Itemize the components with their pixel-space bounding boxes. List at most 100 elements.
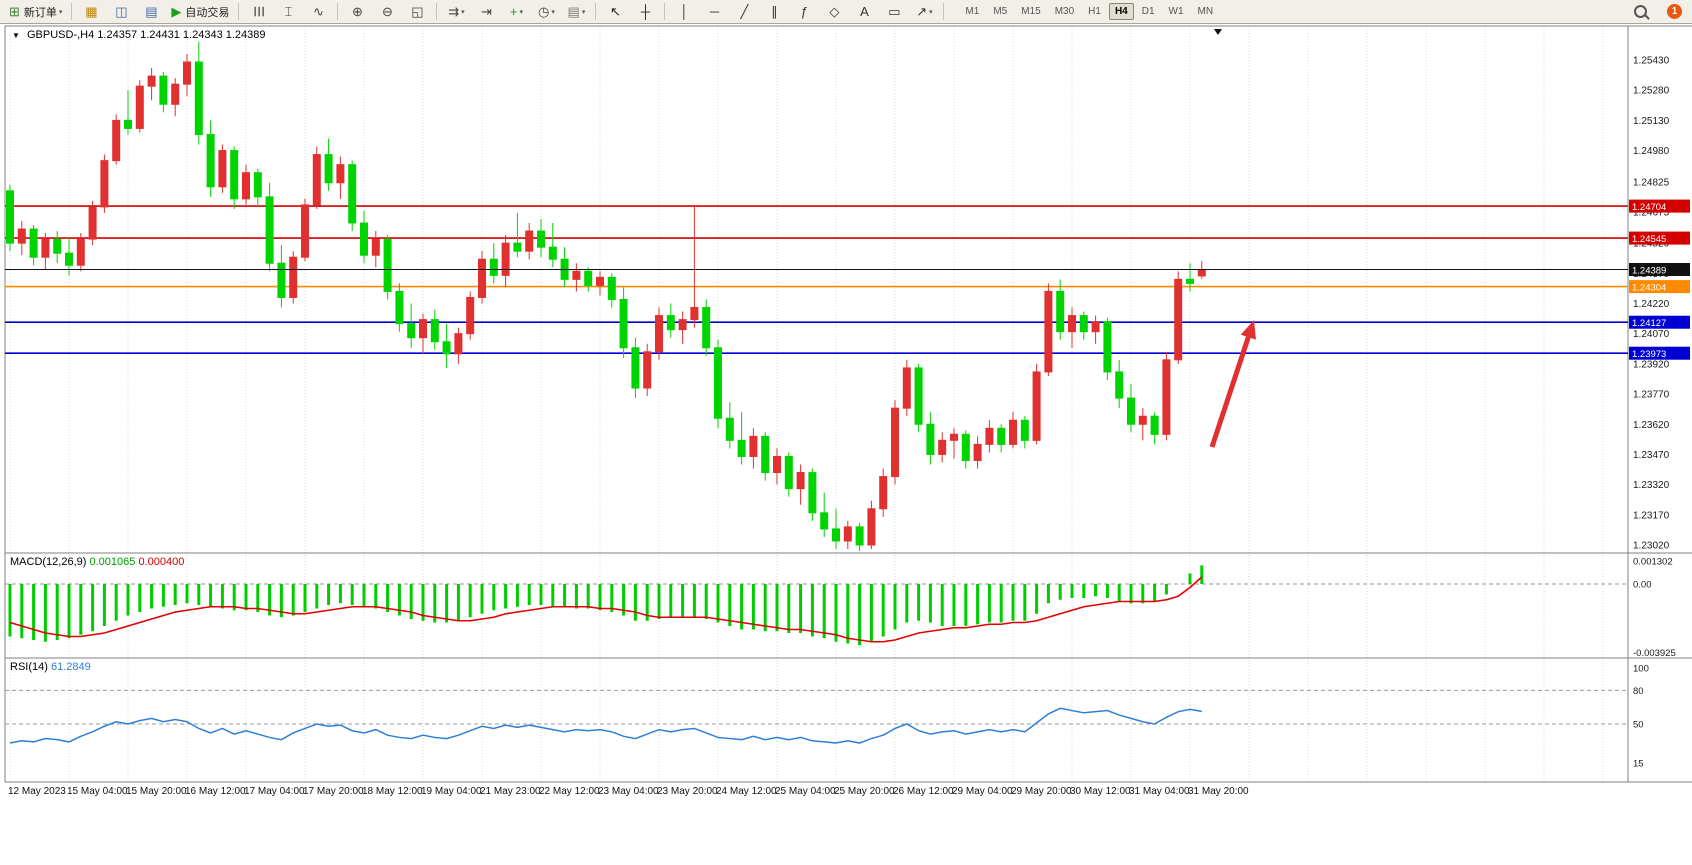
profiles-icon[interactable]: ◫ bbox=[107, 1, 135, 23]
crosshair-icon[interactable]: ┼ bbox=[631, 1, 659, 23]
tile-windows-icon[interactable]: ◱ bbox=[403, 1, 431, 23]
time-axis-label: 23 May 04:00 bbox=[598, 786, 659, 797]
fibonacci-icon: ƒ bbox=[800, 4, 809, 19]
toolbar-separator bbox=[943, 3, 945, 20]
auto-scroll-icon[interactable]: ⇉ ▾ bbox=[442, 1, 470, 23]
time-axis-label: 17 May 20:00 bbox=[303, 786, 364, 797]
zoom-out-icon[interactable]: ⊖ bbox=[373, 1, 401, 23]
timeframe-m15[interactable]: M15 bbox=[1021, 6, 1041, 17]
candle bbox=[891, 400, 899, 485]
time-axis-label: 25 May 04:00 bbox=[775, 786, 836, 797]
zoom-in-icon[interactable]: ⊕ bbox=[343, 1, 371, 23]
candlestick-chart-icon[interactable]: ⌶ bbox=[274, 1, 302, 23]
price-axis-label: 1.23920 bbox=[1633, 359, 1670, 370]
candle bbox=[41, 233, 50, 270]
time-axis-label: 25 May 20:00 bbox=[834, 786, 895, 797]
trendline-icon[interactable]: ╱ bbox=[730, 1, 758, 23]
candle bbox=[454, 327, 463, 364]
candle bbox=[1009, 412, 1017, 449]
candle bbox=[997, 424, 1006, 453]
timeframe-mn[interactable]: MN bbox=[1197, 6, 1214, 17]
candle bbox=[725, 402, 734, 449]
candle bbox=[773, 448, 781, 485]
candle bbox=[950, 428, 958, 459]
text-icon[interactable]: A bbox=[850, 1, 878, 23]
price-axis-label: 1.24825 bbox=[1633, 177, 1670, 188]
candle bbox=[466, 291, 475, 340]
macd-main-value: 0.001065 bbox=[89, 556, 136, 568]
periods-icon[interactable]: ◷ ▾ bbox=[532, 1, 560, 23]
indicators-icon[interactable]: + ▾ bbox=[502, 1, 530, 23]
time-axis-label: 17 May 04:00 bbox=[244, 786, 305, 797]
candle bbox=[265, 182, 274, 272]
candle bbox=[336, 156, 345, 199]
timeframe-m5[interactable]: M5 bbox=[993, 6, 1008, 17]
candle bbox=[147, 68, 156, 101]
time-axis-label: 26 May 12:00 bbox=[893, 786, 954, 797]
shapes-icon[interactable]: ◇ bbox=[820, 1, 848, 23]
price-badge: 1.24545 bbox=[1629, 231, 1690, 245]
candle bbox=[1103, 317, 1112, 380]
rsi-panel: 100 80 50 15 bbox=[5, 664, 1649, 770]
price-axis-label: 1.23620 bbox=[1633, 420, 1670, 431]
channel-icon[interactable]: ∥ bbox=[760, 1, 788, 23]
price-axis-label: 1.24220 bbox=[1633, 299, 1670, 310]
market-watch-icon[interactable]: ▦ bbox=[77, 1, 105, 23]
timeframe-h1[interactable]: H1 bbox=[1088, 6, 1101, 17]
macd-title: MACD(12,26,9) bbox=[10, 556, 87, 568]
timeframe-d1[interactable]: D1 bbox=[1141, 6, 1155, 17]
chart-shift-icon[interactable]: ⇥ bbox=[472, 1, 500, 23]
fibonacci-icon[interactable]: ƒ bbox=[790, 1, 818, 23]
trend-arrow-annotation[interactable] bbox=[1209, 320, 1256, 448]
shapes-icon: ◇ bbox=[829, 4, 840, 19]
candle bbox=[395, 283, 404, 332]
templates-icon[interactable]: ▤ ▾ bbox=[562, 1, 590, 23]
text-label-icon[interactable]: ▭ bbox=[880, 1, 908, 23]
timeframe-group: M1 M5 M15 M30 H1 H4 D1 W1 MN bbox=[958, 3, 1220, 20]
search-icon[interactable] bbox=[1626, 1, 1654, 23]
timeframe-h4[interactable]: H4 bbox=[1108, 3, 1134, 20]
candle bbox=[525, 223, 534, 260]
zoom-out-icon: ⊖ bbox=[381, 4, 393, 19]
vertical-line-icon[interactable]: │ bbox=[670, 1, 698, 23]
toolbar-separator bbox=[337, 3, 339, 20]
autotrading-button[interactable]: ▶ 自动交易 bbox=[167, 1, 233, 23]
candle bbox=[301, 198, 309, 262]
candle bbox=[902, 359, 911, 417]
time-axis-label: 31 May 20:00 bbox=[1188, 786, 1249, 797]
candle bbox=[714, 339, 722, 429]
arrows-icon[interactable]: ↗ ▾ bbox=[910, 1, 938, 23]
horizontal-line-icon[interactable]: ─ bbox=[700, 1, 728, 23]
ohlc-values: 1.24357 1.24431 1.24343 1.24389 bbox=[97, 29, 266, 41]
candle bbox=[560, 247, 569, 288]
macd-panel: 0.001302 0.00 -0.003925 bbox=[5, 557, 1676, 659]
candle bbox=[784, 452, 793, 497]
data-window-icon[interactable]: ▤ bbox=[137, 1, 165, 23]
new-order-button[interactable]: ⊞ 新订单 ▾ bbox=[5, 1, 66, 23]
candle bbox=[855, 522, 864, 552]
data-window-icon: ▤ bbox=[145, 4, 158, 19]
svg-text:1.24704: 1.24704 bbox=[1632, 202, 1666, 213]
timeframe-m1[interactable]: M1 bbox=[965, 6, 980, 17]
svg-text:1.23973: 1.23973 bbox=[1632, 349, 1666, 360]
new-order-button: ⊞ bbox=[9, 4, 20, 19]
candle bbox=[194, 41, 203, 145]
autotrading-button-label: 自动交易 bbox=[185, 6, 230, 19]
svg-text:1.24389: 1.24389 bbox=[1632, 265, 1666, 276]
candle bbox=[619, 287, 628, 358]
candle bbox=[1186, 263, 1194, 292]
line-chart-icon[interactable]: ∿ bbox=[304, 1, 332, 23]
notification-badge[interactable]: 1 bbox=[1667, 4, 1682, 19]
candle bbox=[100, 154, 109, 213]
bar-chart-icon[interactable]: ☰ bbox=[244, 1, 272, 23]
channel-icon: ∥ bbox=[771, 4, 778, 19]
chevron-down-icon: ▾ bbox=[551, 8, 555, 16]
chart-shift-marker bbox=[1214, 29, 1222, 35]
timeframe-w1[interactable]: W1 bbox=[1168, 6, 1184, 17]
collapse-triangle-icon[interactable]: ▼ bbox=[12, 31, 20, 40]
cursor-icon[interactable]: ↖ bbox=[601, 1, 629, 23]
timeframe-m30[interactable]: M30 bbox=[1054, 6, 1075, 17]
line-chart-icon: ∿ bbox=[312, 4, 324, 19]
candle bbox=[596, 271, 604, 296]
